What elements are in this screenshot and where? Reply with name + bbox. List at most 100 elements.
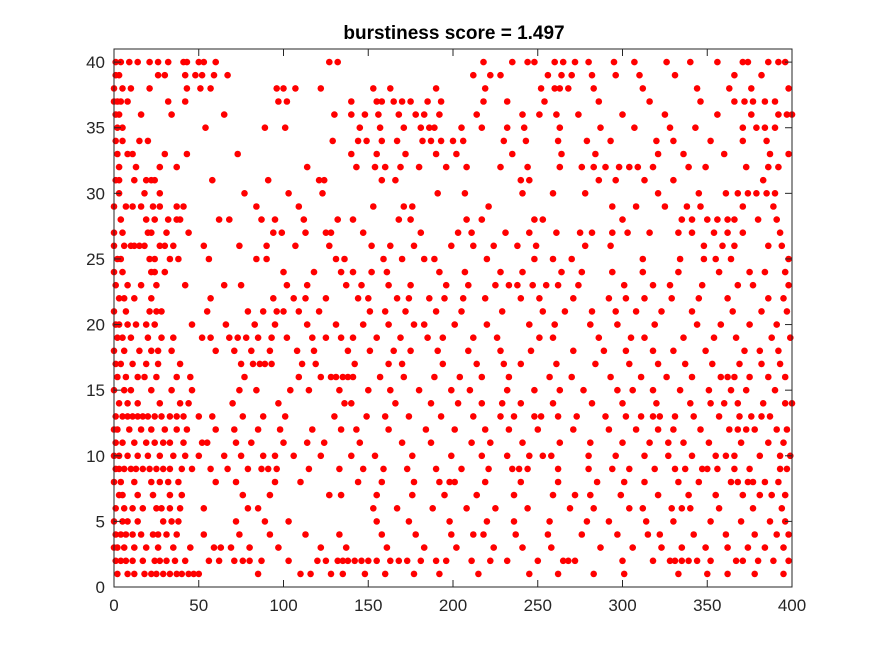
data-point	[178, 570, 186, 578]
data-point	[454, 400, 462, 407]
data-point	[776, 360, 784, 368]
data-point	[649, 557, 657, 565]
data-point	[166, 413, 174, 420]
data-point	[283, 98, 291, 105]
data-point	[753, 190, 760, 197]
data-point	[531, 58, 538, 66]
data-point	[639, 85, 647, 92]
data-point	[142, 321, 150, 328]
data-point	[605, 518, 613, 525]
data-point	[326, 242, 333, 250]
data-point	[685, 557, 692, 565]
data-point	[759, 400, 767, 407]
data-point	[326, 491, 333, 499]
data-point	[478, 400, 486, 407]
data-point	[566, 505, 574, 512]
data-point	[592, 150, 599, 158]
data-point	[312, 360, 320, 368]
data-point	[739, 203, 747, 210]
data-point	[246, 557, 253, 565]
data-point	[232, 518, 240, 525]
data-point	[766, 150, 774, 158]
data-point	[731, 216, 738, 223]
y-tick-label: 25	[86, 250, 105, 269]
data-point	[619, 111, 626, 118]
data-point	[658, 544, 665, 551]
y-tick-label: 10	[86, 447, 105, 466]
data-point	[354, 137, 362, 145]
data-point	[595, 98, 603, 105]
data-point	[731, 242, 738, 250]
data-point	[556, 386, 564, 394]
data-point	[129, 150, 136, 158]
data-point	[629, 544, 636, 551]
data-point	[310, 268, 318, 276]
data-point	[715, 413, 723, 420]
data-point	[456, 373, 464, 381]
data-point	[744, 478, 752, 486]
data-point	[378, 531, 386, 538]
y-tick-label: 15	[86, 381, 105, 400]
data-point	[470, 71, 477, 79]
data-point	[126, 58, 133, 66]
data-point	[297, 478, 304, 486]
data-point	[207, 295, 214, 302]
data-point	[320, 176, 328, 184]
data-point	[461, 268, 469, 276]
data-point	[765, 295, 772, 302]
data-point	[187, 544, 194, 551]
data-point	[253, 203, 260, 210]
data-point	[119, 268, 126, 276]
data-point	[153, 465, 160, 473]
data-point	[675, 478, 682, 486]
data-point	[173, 426, 180, 433]
data-point	[639, 505, 647, 512]
data-point	[765, 439, 772, 447]
data-point	[175, 478, 182, 486]
data-point	[395, 557, 403, 565]
data-point	[131, 439, 138, 447]
data-point	[124, 98, 131, 105]
data-point	[492, 505, 499, 512]
data-point	[244, 465, 252, 473]
data-point	[371, 452, 379, 460]
data-point	[159, 465, 167, 473]
data-point	[626, 163, 633, 171]
data-point	[112, 505, 119, 512]
data-point	[239, 413, 247, 420]
data-point	[693, 321, 701, 328]
data-point	[409, 491, 416, 499]
data-point	[475, 570, 482, 578]
data-point	[605, 295, 613, 302]
data-point	[497, 413, 504, 420]
data-point	[114, 570, 121, 578]
data-point	[187, 373, 194, 381]
data-point	[171, 557, 179, 565]
data-point	[785, 531, 792, 538]
data-point	[746, 321, 753, 328]
x-tick-label: 350	[693, 596, 721, 615]
data-point	[195, 452, 203, 460]
data-point	[348, 400, 355, 407]
data-point	[515, 465, 523, 473]
data-point	[305, 386, 313, 394]
data-point	[383, 544, 391, 551]
data-point	[292, 242, 299, 250]
data-point	[112, 281, 119, 289]
data-point	[704, 570, 711, 578]
data-point	[332, 321, 340, 328]
data-point	[536, 334, 543, 342]
data-point	[115, 163, 123, 171]
data-point	[410, 478, 418, 486]
data-point	[617, 491, 625, 499]
data-point	[302, 229, 309, 236]
data-point	[756, 452, 764, 460]
data-point	[131, 242, 138, 250]
data-point	[712, 491, 719, 499]
data-point	[746, 268, 753, 276]
data-point	[166, 505, 174, 512]
data-point	[114, 373, 121, 381]
data-point	[154, 347, 162, 355]
data-point	[142, 176, 150, 184]
data-point	[120, 386, 128, 394]
